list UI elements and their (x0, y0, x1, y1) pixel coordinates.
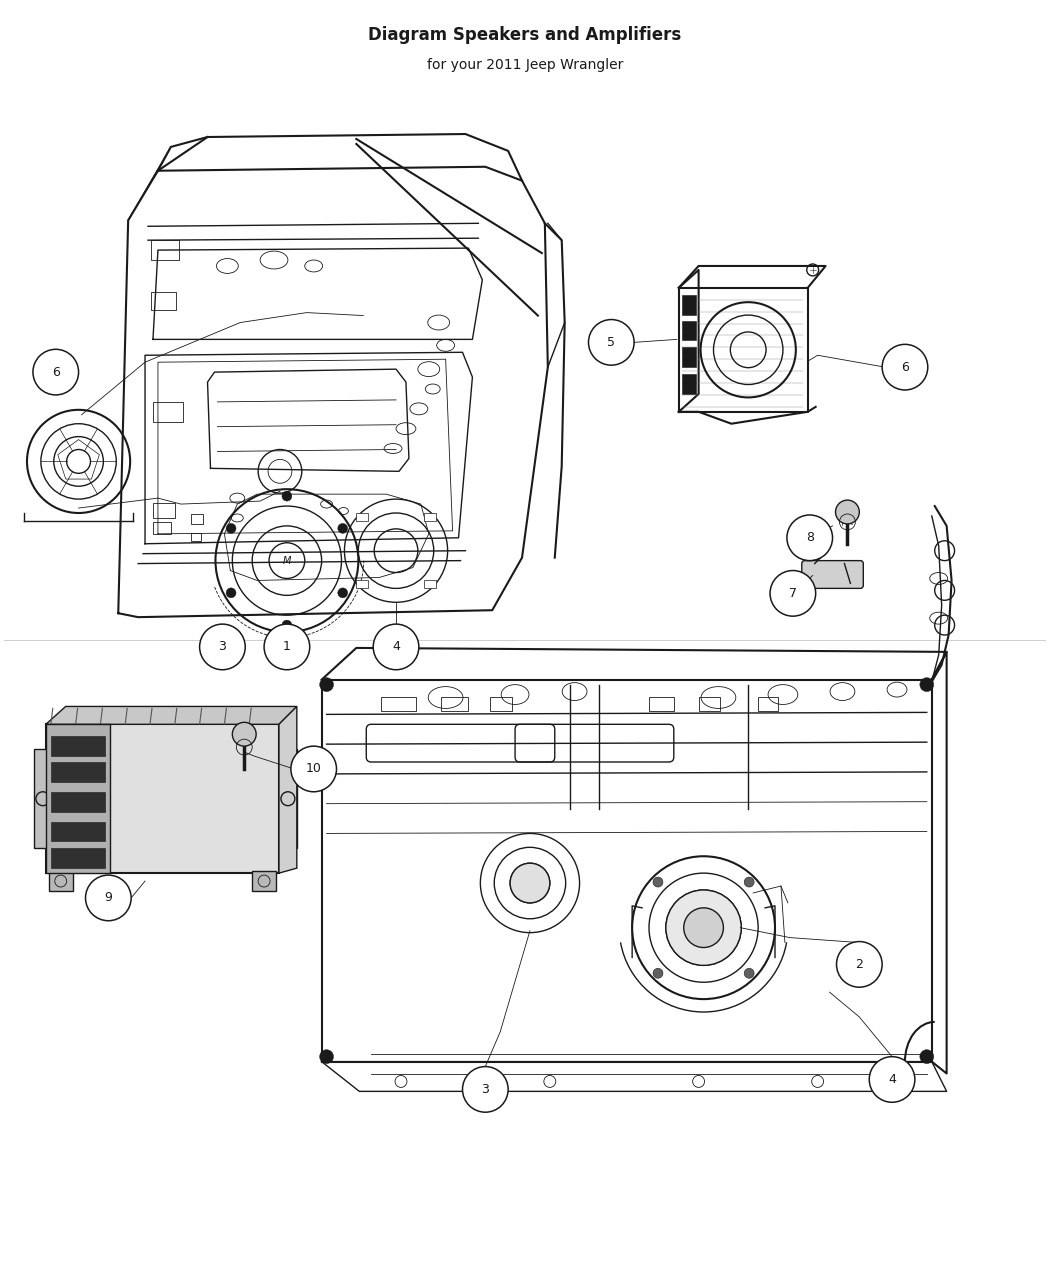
Circle shape (744, 877, 754, 887)
Polygon shape (46, 706, 297, 724)
Circle shape (744, 968, 754, 978)
Circle shape (226, 588, 236, 598)
Bar (151, 292, 175, 310)
Bar (153, 504, 174, 518)
Text: 10: 10 (306, 762, 321, 775)
Circle shape (920, 1049, 933, 1063)
Circle shape (869, 1057, 915, 1103)
Bar (681, 347, 696, 367)
Circle shape (373, 623, 419, 669)
Circle shape (588, 320, 634, 365)
Circle shape (226, 524, 236, 533)
Bar (153, 402, 183, 422)
Circle shape (282, 620, 292, 630)
Text: 6: 6 (901, 361, 909, 374)
Circle shape (786, 515, 833, 561)
Circle shape (666, 890, 741, 965)
Bar (649, 696, 674, 711)
Text: 2: 2 (856, 958, 863, 970)
Bar (46, 724, 110, 873)
Circle shape (684, 908, 723, 947)
Bar (490, 696, 512, 711)
Circle shape (770, 570, 816, 616)
Text: 1: 1 (282, 640, 291, 653)
Bar (50, 762, 105, 782)
Circle shape (338, 524, 348, 533)
Bar (50, 792, 105, 812)
Text: 5: 5 (607, 335, 615, 349)
Circle shape (33, 349, 79, 395)
Circle shape (200, 623, 246, 669)
Text: 3: 3 (218, 640, 227, 653)
Bar (191, 514, 203, 524)
Bar (681, 320, 696, 340)
Bar (758, 696, 778, 711)
Bar (46, 724, 279, 873)
Circle shape (836, 500, 859, 524)
Text: 7: 7 (789, 586, 797, 599)
Bar (50, 848, 105, 868)
Bar (50, 821, 105, 842)
Text: 4: 4 (392, 640, 400, 653)
Circle shape (282, 491, 292, 501)
Bar (381, 696, 416, 711)
Circle shape (265, 623, 310, 669)
Circle shape (920, 678, 933, 691)
Circle shape (85, 875, 131, 921)
Bar (191, 533, 201, 541)
Text: 9: 9 (104, 891, 112, 904)
Circle shape (837, 941, 882, 987)
Circle shape (882, 344, 928, 390)
Bar (681, 374, 696, 394)
Circle shape (510, 863, 550, 903)
Bar (48, 871, 72, 891)
FancyBboxPatch shape (802, 561, 863, 588)
Text: 8: 8 (805, 532, 814, 544)
Bar (153, 521, 171, 534)
Circle shape (462, 1067, 508, 1112)
Bar (424, 513, 436, 521)
Bar (279, 750, 297, 848)
Circle shape (653, 877, 663, 887)
Bar (151, 240, 178, 260)
Bar (681, 295, 696, 315)
Text: Diagram Speakers and Amplifiers: Diagram Speakers and Amplifiers (369, 26, 681, 43)
Circle shape (291, 746, 336, 792)
Bar (356, 580, 369, 588)
Polygon shape (279, 706, 297, 873)
Bar (252, 871, 276, 891)
Bar (356, 513, 369, 521)
Text: 6: 6 (51, 366, 60, 379)
Circle shape (319, 1049, 334, 1063)
Bar (424, 580, 436, 588)
Text: for your 2011 Jeep Wrangler: for your 2011 Jeep Wrangler (426, 57, 624, 71)
Bar (34, 750, 51, 848)
Bar (698, 696, 720, 711)
Text: 3: 3 (481, 1082, 489, 1096)
Bar (50, 736, 105, 756)
Text: 4: 4 (888, 1074, 896, 1086)
Circle shape (653, 968, 663, 978)
Text: M: M (282, 556, 291, 566)
Circle shape (319, 678, 334, 691)
Circle shape (232, 723, 256, 746)
Bar (441, 696, 468, 711)
Circle shape (338, 588, 348, 598)
